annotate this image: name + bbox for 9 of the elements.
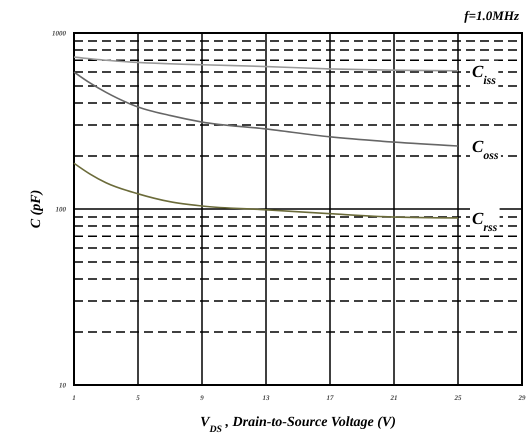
line-series [73,162,459,219]
line-series [73,71,459,147]
text: f=1.0MHz [464,8,520,23]
series-label: C$_{iss}$ [472,62,496,87]
series-label: C$_{oss}$ [472,137,499,162]
line-series [73,56,459,72]
series-label: C$_{rss}$ [472,208,498,234]
x-axis-title: V$_{DS}$ , Drain-to-Source Voltage (V) [200,415,396,434]
y-axis-title: C (pF) [29,190,44,228]
